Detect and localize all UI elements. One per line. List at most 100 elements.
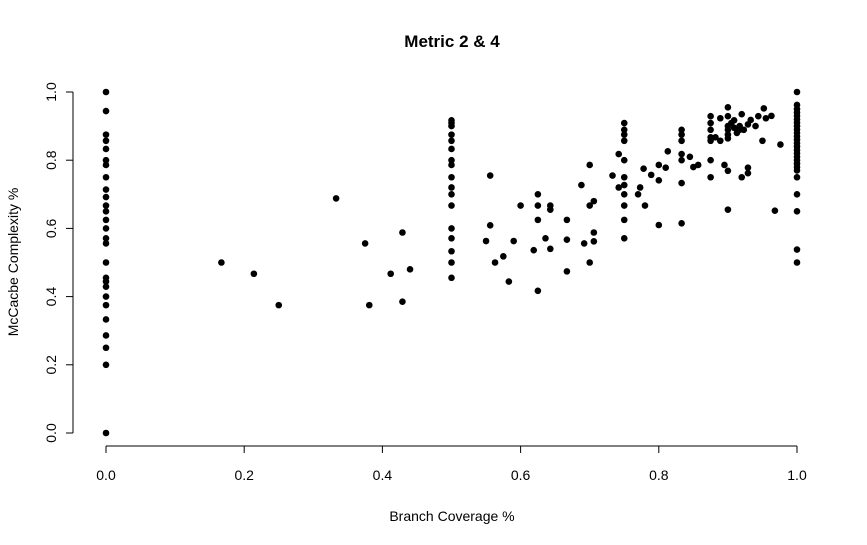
data-point (678, 156, 685, 164)
data-point (586, 259, 593, 266)
data-point (724, 135, 732, 142)
data-point (760, 105, 768, 112)
data-point (448, 225, 455, 232)
data-point (768, 112, 775, 120)
chart-title: Metric 2 & 4 (404, 32, 500, 51)
data-point (707, 126, 714, 134)
data-point (752, 122, 759, 130)
data-point (102, 301, 110, 309)
data-point (102, 193, 110, 201)
data-point (793, 246, 801, 253)
data-point (771, 207, 779, 214)
data-point (102, 361, 110, 369)
data-point (448, 131, 455, 138)
data-point (448, 274, 455, 282)
data-point (218, 259, 225, 266)
data-point (448, 202, 455, 209)
data-point (580, 240, 588, 247)
data-point (678, 137, 685, 145)
data-point (686, 153, 694, 161)
data-point (547, 245, 554, 253)
data-point (615, 184, 623, 191)
data-point (740, 126, 748, 134)
data-point (609, 172, 616, 179)
data-point (730, 124, 738, 132)
data-point (448, 259, 455, 266)
data-point (102, 283, 110, 291)
data-point (102, 137, 110, 145)
data-point (647, 171, 655, 179)
data-point (707, 156, 714, 164)
data-point (590, 238, 598, 245)
data-point (547, 206, 554, 213)
data-point (361, 240, 369, 247)
data-point (530, 246, 538, 254)
data-point (102, 208, 110, 215)
data-point (664, 148, 672, 155)
data-point (102, 216, 110, 224)
data-point (448, 161, 455, 169)
data-point (102, 131, 110, 138)
data-point (406, 266, 414, 273)
data-point (563, 268, 571, 275)
data-point (620, 216, 628, 224)
data-point (448, 156, 455, 164)
data-point (102, 161, 110, 169)
data-point (678, 219, 685, 227)
data-point (542, 234, 549, 242)
data-point (399, 298, 406, 306)
data-point (102, 316, 110, 323)
data-point (744, 169, 752, 177)
data-point (586, 202, 593, 209)
x-axis-label: Branch Coverage % (389, 508, 514, 524)
data-point (707, 173, 714, 181)
data-point (590, 197, 598, 205)
x-tick-label: 0.8 (649, 467, 669, 483)
data-point (716, 114, 724, 122)
data-point (712, 134, 719, 141)
data-point (102, 429, 110, 437)
data-point (500, 253, 507, 260)
data-point (448, 122, 455, 130)
data-point (586, 161, 593, 169)
data-point (399, 229, 406, 236)
data-point (730, 117, 738, 124)
data-point (102, 156, 110, 164)
y-tick-label: 0.4 (43, 287, 59, 307)
y-tick-label: 0.6 (43, 218, 59, 238)
data-point (102, 278, 110, 285)
data-point (102, 202, 110, 209)
data-point (707, 119, 714, 127)
data-point (777, 141, 784, 148)
data-point (793, 208, 801, 215)
data-point (721, 161, 728, 169)
data-point (724, 126, 732, 134)
data-point (678, 131, 685, 138)
data-point (793, 259, 801, 266)
data-point (534, 191, 542, 198)
x-axis-ticks: 0.0 0.2 0.4 0.6 0.8 1.0 (96, 446, 807, 483)
data-point (793, 173, 801, 181)
data-point (655, 221, 663, 229)
data-point (793, 167, 801, 174)
data-point (448, 234, 455, 242)
data-point (620, 202, 628, 209)
data-point (365, 301, 373, 309)
data-points (102, 88, 801, 437)
data-point (448, 137, 455, 145)
data-point (482, 237, 490, 245)
data-point (793, 191, 801, 198)
data-point (102, 225, 110, 232)
data-point (448, 145, 455, 153)
data-point (620, 173, 628, 181)
data-point (332, 195, 340, 202)
data-point (448, 173, 455, 181)
y-axis-label: McCacbe Complexity % (5, 188, 21, 337)
data-point (563, 236, 571, 243)
data-point (102, 259, 110, 266)
data-point (102, 293, 110, 300)
data-point (620, 156, 628, 164)
data-point (250, 270, 258, 278)
y-tick-label: 0.0 (43, 423, 59, 443)
data-point (102, 234, 110, 242)
